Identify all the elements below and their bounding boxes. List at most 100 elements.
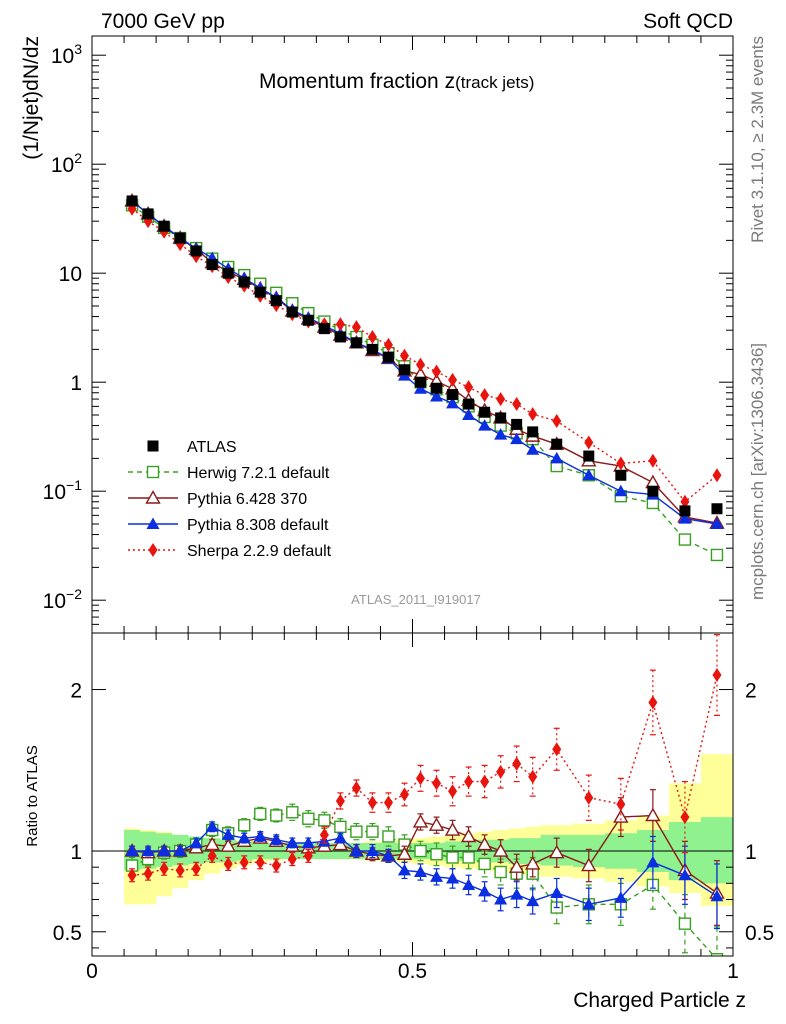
ratio-axis-ticks — [91, 633, 734, 956]
ratio-point-herwig — [414, 844, 427, 858]
ratio-y-tick-label-right: 0.5 — [745, 922, 774, 945]
ratio-y-tick-label-left: 2 — [70, 680, 82, 703]
legend-marker-p8 — [146, 517, 160, 529]
main-y-tick-label: 1 — [70, 372, 82, 395]
ratio-point-p8 — [710, 889, 724, 902]
main-point-data — [415, 376, 427, 388]
ratio-point-sherpa — [143, 866, 153, 881]
ratio-point-herwig — [366, 825, 379, 838]
ratio-point-p8 — [349, 844, 363, 857]
ratio-panel: 0.5 0.51 12 2 0 0.5 1 Ratio to ATLAS Charged … — [24, 632, 774, 1012]
main-point-sherpa — [480, 388, 490, 403]
main-point-data — [679, 505, 691, 517]
main-point-data — [318, 323, 330, 335]
main-point-data — [647, 485, 659, 497]
ratio-point-p8 — [173, 844, 187, 857]
main-point-data — [551, 438, 563, 450]
ratio-point-sherpa — [584, 790, 594, 805]
main-point-data — [286, 306, 298, 318]
ratio-bands — [124, 754, 734, 906]
ratio-point-sherpa — [512, 756, 522, 771]
main-point-p8 — [414, 382, 428, 394]
ratio-point-p8 — [189, 836, 203, 848]
ratio-point-p8 — [237, 831, 251, 844]
ratio-line-sherpa — [132, 674, 718, 876]
ratio-point-p6 — [220, 838, 236, 852]
ratio-point-sherpa — [616, 797, 626, 812]
ratio-point-p8 — [614, 891, 628, 903]
main-point-p8 — [430, 389, 444, 402]
ratio-point-p8 — [414, 865, 428, 878]
ratio-point-sherpa — [552, 742, 562, 757]
ratio-point-p8 — [397, 863, 411, 876]
main-plot-layer — [124, 193, 725, 562]
main-point-sherpa — [432, 364, 442, 379]
ratio-point-sherpa — [255, 855, 265, 870]
main-point-data — [222, 267, 234, 279]
ratio-point-sherpa — [287, 852, 297, 867]
ratio-point-herwig — [254, 807, 267, 821]
legend-label-sherpa: Sherpa 2.2.9 default — [187, 543, 332, 560]
main-point-data — [463, 398, 475, 410]
main-point-p8 — [582, 468, 596, 481]
main-point-p8 — [614, 484, 628, 497]
ratio-y-tick-label-right: 1 — [745, 841, 757, 864]
ratio-frame — [91, 632, 734, 957]
main-y-tick-label: 10−1 — [43, 477, 83, 504]
legend-marker-sherpa — [148, 543, 158, 557]
ratio-point-p8 — [253, 829, 267, 842]
ratio-point-sherpa — [351, 781, 361, 796]
ratio-point-p8 — [285, 836, 299, 848]
ratio-point-p8 — [462, 878, 476, 890]
ratio-point-herwig — [318, 814, 331, 827]
ratio-point-p8 — [141, 844, 155, 857]
ratio-point-sherpa — [648, 695, 658, 710]
main-point-p8 — [678, 512, 692, 524]
ratio-point-herwig — [478, 857, 491, 871]
legend-label-herwig: Herwig 7.2.1 default — [187, 465, 330, 482]
ratio-point-sherpa — [175, 863, 185, 878]
main-point-data — [206, 259, 218, 271]
ratio-point-sherpa — [335, 793, 345, 808]
ratio-plot-layer — [124, 634, 725, 956]
ratio-point-p6 — [332, 836, 349, 851]
ratio-y-tick-label-left: 1 — [70, 841, 82, 864]
main-y-tick-label: 103 — [51, 41, 82, 68]
ratio-point-p6 — [645, 807, 661, 822]
main-point-data — [254, 286, 266, 298]
side-label-bottom: mcplots.cern.ch [arXiv:1306.3436] — [748, 343, 767, 600]
ratio-band-inner — [124, 817, 734, 884]
ratio-point-p6 — [460, 828, 477, 843]
ratio-point-p8 — [365, 844, 379, 857]
main-point-data — [711, 503, 723, 515]
ratio-point-p8 — [494, 892, 508, 905]
main-point-p8 — [478, 419, 492, 431]
main-point-data — [302, 314, 314, 326]
ratio-point-p6 — [412, 814, 429, 828]
header-left-label: 7000 GeV pp — [101, 10, 225, 33]
main-point-sherpa — [528, 407, 538, 422]
main-point-sherpa — [648, 453, 658, 468]
ratio-point-herwig — [334, 820, 347, 833]
main-point-data — [158, 220, 170, 232]
ratio-band-outer — [124, 754, 734, 906]
legend: ATLAS Herwig 7.2.1 default Pythia 6.428 37… — [128, 439, 332, 560]
main-point-data — [366, 343, 378, 355]
side-label-top: Rivet 3.1.10, ≥ 2.3M events — [748, 36, 767, 243]
main-y-axis-label: (1/Njet)dN/dz — [20, 36, 43, 160]
ratio-point-herwig — [238, 818, 251, 832]
main-point-data — [511, 418, 523, 430]
main-point-data — [479, 406, 491, 418]
ratio-point-sherpa — [271, 858, 281, 873]
main-point-sherpa — [416, 357, 426, 372]
ratio-point-p6 — [581, 857, 597, 872]
main-axis-ticks — [91, 36, 734, 634]
ratio-point-sherpa — [223, 856, 233, 871]
ratio-point-sherpa — [127, 868, 137, 883]
ratio-point-p8 — [221, 828, 235, 840]
main-point-data — [431, 382, 443, 394]
main-point-p8 — [510, 432, 524, 445]
main-point-data — [238, 276, 250, 288]
ratio-point-herwig — [430, 848, 443, 861]
ratio-point-herwig — [462, 851, 475, 864]
